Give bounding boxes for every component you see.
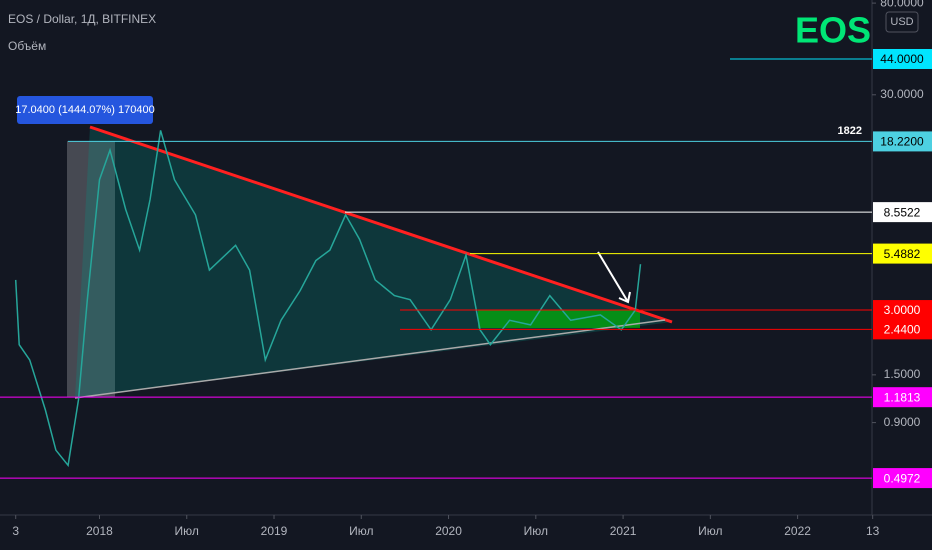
trend-line <box>74 319 666 399</box>
trend-line <box>89 125 673 324</box>
level-label-box <box>873 319 932 340</box>
level-label-box <box>873 243 932 264</box>
level-label: 3.0000 <box>884 303 921 317</box>
x-tick-label: Июл <box>175 524 199 538</box>
level-label-box <box>873 468 932 489</box>
y-tick-label: 30.0000 <box>880 87 924 101</box>
annotation: 1822 <box>838 125 862 137</box>
level-label: 2.4400 <box>884 323 921 337</box>
x-tick-label: 2019 <box>261 524 288 538</box>
tooltip-box <box>17 96 153 124</box>
level-label-box <box>873 48 932 69</box>
level-label-box <box>873 202 932 223</box>
price-line <box>14 130 642 468</box>
watermark: EOS <box>795 10 871 51</box>
tooltip: 17.0400 (1444.07%) 170400 <box>15 104 154 116</box>
level-label: 1.1813 <box>884 390 921 404</box>
level-label-box <box>873 131 932 152</box>
x-tick-label: 13 <box>866 524 880 538</box>
currency: USD <box>890 16 913 28</box>
arrow-head <box>618 291 631 304</box>
level-label-box <box>873 387 932 408</box>
chart-title: EOS / Dollar, 1Д, BITFINEX <box>8 12 156 26</box>
level-label-box <box>873 300 932 321</box>
x-tick-label: 2022 <box>784 524 811 538</box>
arrow <box>597 251 629 303</box>
currency-box <box>885 11 919 33</box>
subtitle: Объём <box>8 39 46 53</box>
level-label: 18.2200 <box>880 135 924 149</box>
y-tick-label: 0.9000 <box>884 415 921 429</box>
level-label: 44.0000 <box>880 52 924 66</box>
x-tick-label: 2020 <box>435 524 462 538</box>
level-label: 5.4882 <box>884 247 921 261</box>
level-label: 0.4972 <box>884 471 921 485</box>
x-tick-label: Июл <box>698 524 722 538</box>
x-tick-label: 2018 <box>86 524 113 538</box>
y-tick-label: 80.0000 <box>880 0 924 9</box>
level-label: 8.5522 <box>884 205 921 219</box>
x-tick-label: Июл <box>524 524 548 538</box>
y-tick-label: 1.5000 <box>884 367 921 381</box>
x-tick-label: 2021 <box>610 524 637 538</box>
x-tick-label: Июл <box>349 524 373 538</box>
x-tick-label: 3 <box>12 524 19 538</box>
triangle-fill <box>75 127 672 398</box>
